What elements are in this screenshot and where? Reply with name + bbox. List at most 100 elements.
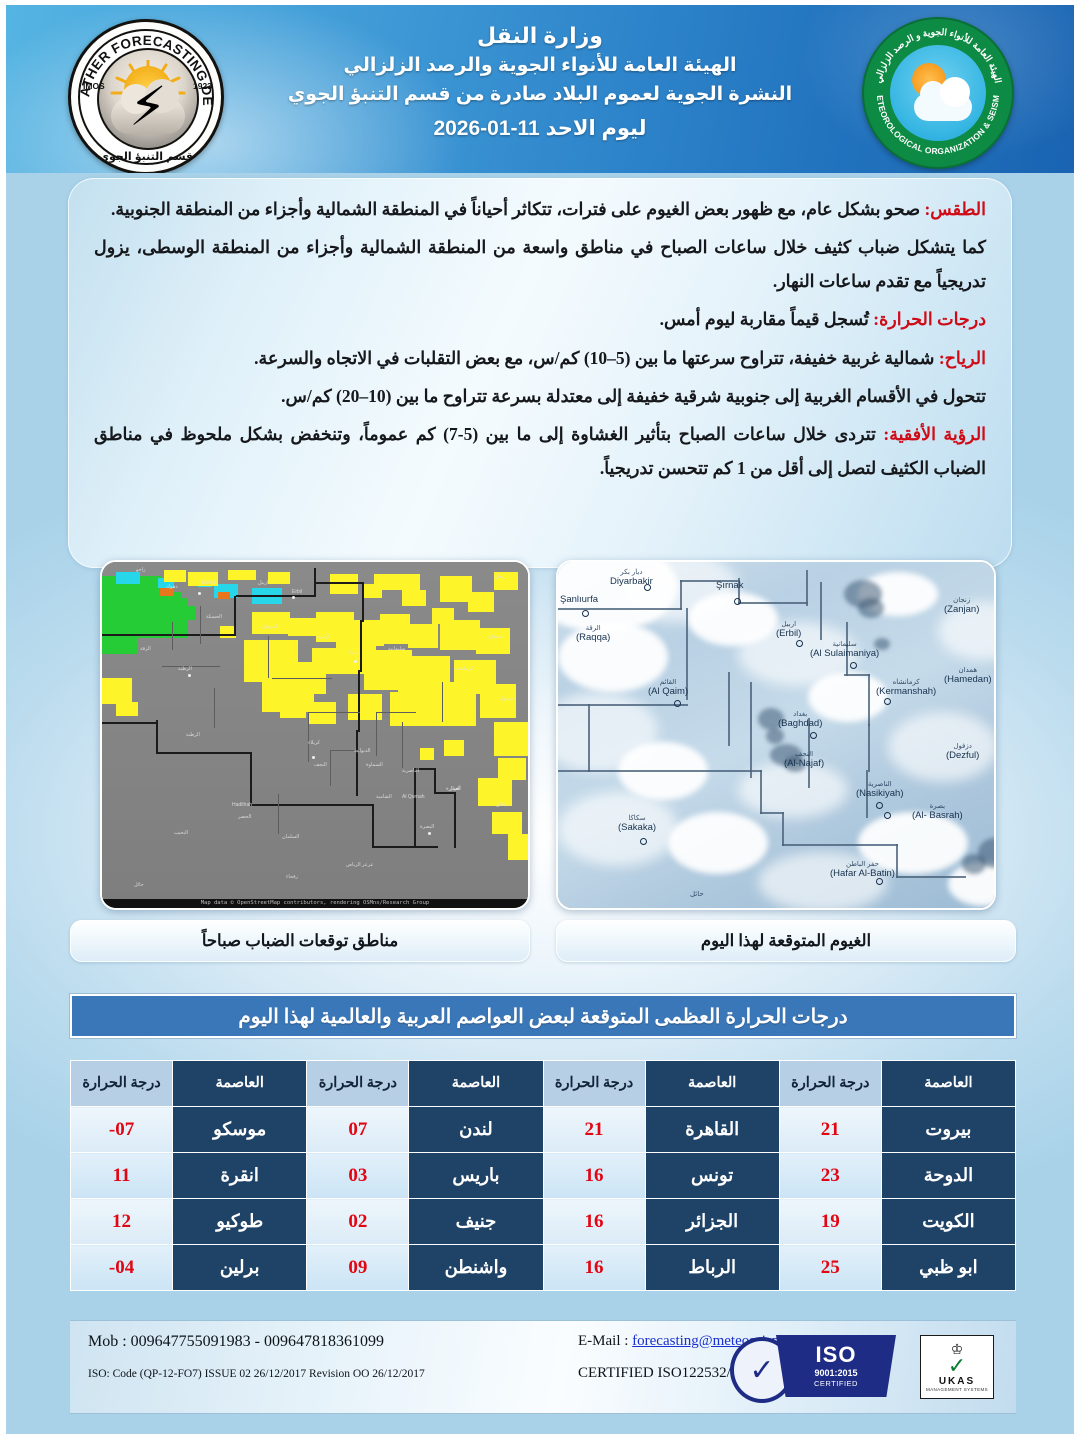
- wind-paragraph: الرياح: شمالية غربية خفيفة، تتراوح سرعته…: [94, 341, 986, 375]
- temperature-cell: -04: [69, 1244, 174, 1291]
- weather-forecasting-dept-logo-icon: WEATHER FORECASTING DEPT.: [68, 19, 224, 173]
- lightning-bolt-icon: ⚡: [129, 77, 167, 137]
- temperature-cell: 11: [69, 1152, 174, 1199]
- temperature-table: العاصمة درجة الحرارة العاصمة درجة الحرار…: [69, 1060, 1017, 1291]
- capital-cell: الكويت: [880, 1198, 1017, 1245]
- capital-cell: القاهرة: [644, 1106, 780, 1153]
- footer-mobile-numbers: Mob : 009647755091983 - 009647818361099: [88, 1333, 384, 1350]
- header-title-block: وزارة النقل الهيئة العامة للأنواء الجوية…: [6, 19, 1074, 145]
- temperature-cell: 09: [306, 1244, 410, 1291]
- fog-map-attribution: Map data © OpenStreetMap contributors, r…: [102, 899, 528, 908]
- footer-iso-code-line: ISO: Code (QP-12-FO7) ISSUE 02 26/12/201…: [88, 1368, 425, 1380]
- weather-paragraph: الطقس: صحو بشكل عام، مع ظهور بعض الغيوم …: [94, 192, 986, 226]
- temperature-cell: 16: [542, 1244, 646, 1291]
- forecast-text-panel: الطقس: صحو بشكل عام، مع ظهور بعض الغيوم …: [68, 178, 1012, 568]
- fog-forecast-map: زاخو دهوك Duhok اربيل Erbil الحسكة الرقة…: [100, 560, 530, 910]
- temperature-cell: 03: [306, 1152, 410, 1199]
- capital-cell: تونس: [644, 1152, 780, 1199]
- temperature-cell: 16: [542, 1198, 646, 1245]
- iso-badge-name: ISO: [815, 1342, 857, 1368]
- visibility-paragraph: الرؤية الأفقية: تتردى خلال ساعات الصباح …: [94, 417, 986, 485]
- iso-certification-badge-icon: ISO 9001:2015 CERTIFIED: [776, 1335, 896, 1397]
- temperature-table-title: درجات الحرارة العظمى المتوقعة لبعض العوا…: [70, 994, 1016, 1038]
- cloud-map-canvas: ديار بكر Diyarbakir Şırnak Şanlıurfa الرق…: [558, 562, 994, 908]
- svg-text:الهيئة العامة للأنواء الجوية و: الهيئة العامة للأنواء الجوية و الرصد الز…: [873, 27, 1003, 84]
- logo-left-year: 1923: [193, 81, 212, 91]
- logo-right-arc-text: الهيئة العامة للأنواء الجوية و الرصد الز…: [864, 19, 1003, 156]
- iso-badge-standard: 9001:2015: [814, 1368, 858, 1379]
- capital-cell: الجزائر: [644, 1198, 780, 1245]
- capital-cell: طوكيو: [172, 1198, 308, 1245]
- page-edge-bottom: [0, 1434, 1080, 1439]
- temperature-cell: 16: [542, 1152, 646, 1199]
- temperature-paragraph: درجات الحرارة: تُسجل قيماً مقاربة ليوم أ…: [94, 302, 986, 336]
- svg-text:WEATHER FORECASTING DEPT.: WEATHER FORECASTING DEPT.: [71, 22, 215, 106]
- table-row: بيروت 21 القاهرة 21 لندن 07 موسكو -07: [69, 1106, 1017, 1153]
- iso-badge-status: CERTIFIED: [814, 1378, 858, 1388]
- bulletin-subtitle: النشرة الجوية لعموم البلاد صادرة من قسم …: [287, 83, 793, 105]
- capital-cell: الدوحة: [880, 1152, 1017, 1199]
- cloud-map-caption: الغيوم المتوقعة لهذا اليوم: [556, 920, 1016, 962]
- temperature-cell: 19: [778, 1198, 882, 1245]
- header-temperature-3: درجة الحرارة: [306, 1060, 410, 1107]
- authority-title: الهيئة العامة للأنواء الجوية والرصد الزل…: [343, 55, 737, 76]
- temperature-table-title-text: درجات الحرارة العظمى المتوقعة لبعض العوا…: [238, 1005, 848, 1028]
- temperature-cell: 21: [542, 1106, 646, 1153]
- weather-text: صحو بشكل عام، مع ظهور بعض الغيوم على فتر…: [110, 199, 925, 219]
- weather-label: الطقس:: [924, 199, 986, 219]
- iraq-meteorological-organization-logo-icon: الهيئة العامة للأنواء الجوية و الرصد الز…: [862, 17, 1014, 169]
- cloud-icon: [111, 79, 185, 134]
- visibility-text: تتردى خلال ساعات الصباح بتأثير الغشاوة إ…: [94, 423, 986, 478]
- page-edge-top: [0, 0, 1080, 5]
- header-capital-4: العاصمة: [172, 1060, 308, 1107]
- logo-right-inner-disc: [890, 45, 986, 141]
- header-temperature-2: درجة الحرارة: [542, 1060, 646, 1107]
- check-icon: ✓: [947, 1352, 967, 1378]
- capital-cell: باريس: [408, 1152, 544, 1199]
- wind-text: شمالية غربية خفيفة، تتراوح سرعتها ما بين…: [254, 347, 939, 368]
- fog-map-canvas: زاخو دهوك Duhok اربيل Erbil الحسكة الرقة…: [102, 562, 528, 908]
- svg-text:IRAQ METEOROLOGICAL ORGANIZATI: IRAQ METEOROLOGICAL ORGANIZATION & SEISM…: [864, 19, 1001, 156]
- ministry-title: وزارة النقل: [477, 23, 603, 48]
- capital-cell: انقرة: [172, 1152, 308, 1199]
- logo-left-arc-text: WEATHER FORECASTING DEPT.: [71, 22, 215, 106]
- capital-cell: واشنطن: [408, 1244, 544, 1291]
- temperature-cell: 23: [778, 1152, 882, 1199]
- logo-left-arabic-label: قسم التنبؤ الجوي: [98, 151, 194, 163]
- footer-email-label: E-Mail :: [578, 1333, 633, 1349]
- ukas-badge-sub: MANAGEMENT SYSTEMS: [925, 1386, 989, 1392]
- wind-paragraph-2: تتحول في الأقسام الغربية إلى جنوبية شرقي…: [281, 385, 986, 406]
- capital-cell: بيروت: [880, 1106, 1017, 1153]
- visibility-label: الرؤية الأفقية:: [883, 423, 987, 444]
- temperature-text: تُسجل قيماً مقاربة ليوم أمس.: [659, 309, 874, 330]
- page-header: WEATHER FORECASTING DEPT.: [6, 5, 1074, 173]
- header-capital-2: العاصمة: [644, 1060, 780, 1107]
- temperature-cell: 21: [778, 1106, 882, 1153]
- capital-cell: لندن: [408, 1106, 544, 1153]
- table-header-row: العاصمة درجة الحرارة العاصمة درجة الحرار…: [69, 1060, 1017, 1107]
- header-temperature-4: درجة الحرارة: [69, 1060, 174, 1107]
- fog-map-caption-text: مناطق توقعات الضباب صباحاً: [201, 931, 399, 950]
- fog-paragraph: كما يتشكل ضباب كثيف خلال ساعات الصباح في…: [94, 237, 986, 292]
- header-capital-3: العاصمة: [408, 1060, 544, 1107]
- temperature-cell: 12: [69, 1198, 174, 1245]
- page-footer: Mob : 009647755091983 - 009647818361099 …: [70, 1320, 1016, 1414]
- cloud-map-frame: ديار بكر Diyarbakir Şırnak Şanlıurfa الرق…: [556, 560, 996, 910]
- table-row: الكويت 19 الجزائر 16 جنيف 02 طوكيو 12: [69, 1198, 1017, 1245]
- fog-map-frame: زاخو دهوك Duhok اربيل Erbil الحسكة الرقة…: [100, 560, 530, 910]
- header-temperature-1: درجة الحرارة: [778, 1060, 882, 1107]
- wind-label: الرياح:: [938, 347, 986, 368]
- page-edge-right: [1074, 0, 1080, 1439]
- capital-cell: جنيف: [408, 1198, 544, 1245]
- table-row: ابو ظبي 25 الرباط 16 واشنطن 09 برلين -04: [69, 1244, 1017, 1291]
- temperature-label: درجات الحرارة:: [873, 309, 986, 330]
- capital-cell: ابو ظبي: [880, 1244, 1017, 1291]
- cloud-forecast-map: ديار بكر Diyarbakir Şırnak Şanlıurfa الرق…: [556, 560, 996, 910]
- logo-right-arabic-arc: الهيئة العامة للأنواء الجوية و الرصد الز…: [873, 27, 1003, 84]
- ukas-badge-name: UKAS: [938, 1375, 976, 1387]
- capital-cell: الرباط: [644, 1244, 780, 1291]
- page-edge-left: [0, 0, 6, 1439]
- ukas-accreditation-badge-icon: ♔ ✓ UKAS MANAGEMENT SYSTEMS: [920, 1335, 994, 1399]
- cloud-map-caption-text: الغيوم المتوقعة لهذا اليوم: [700, 931, 872, 950]
